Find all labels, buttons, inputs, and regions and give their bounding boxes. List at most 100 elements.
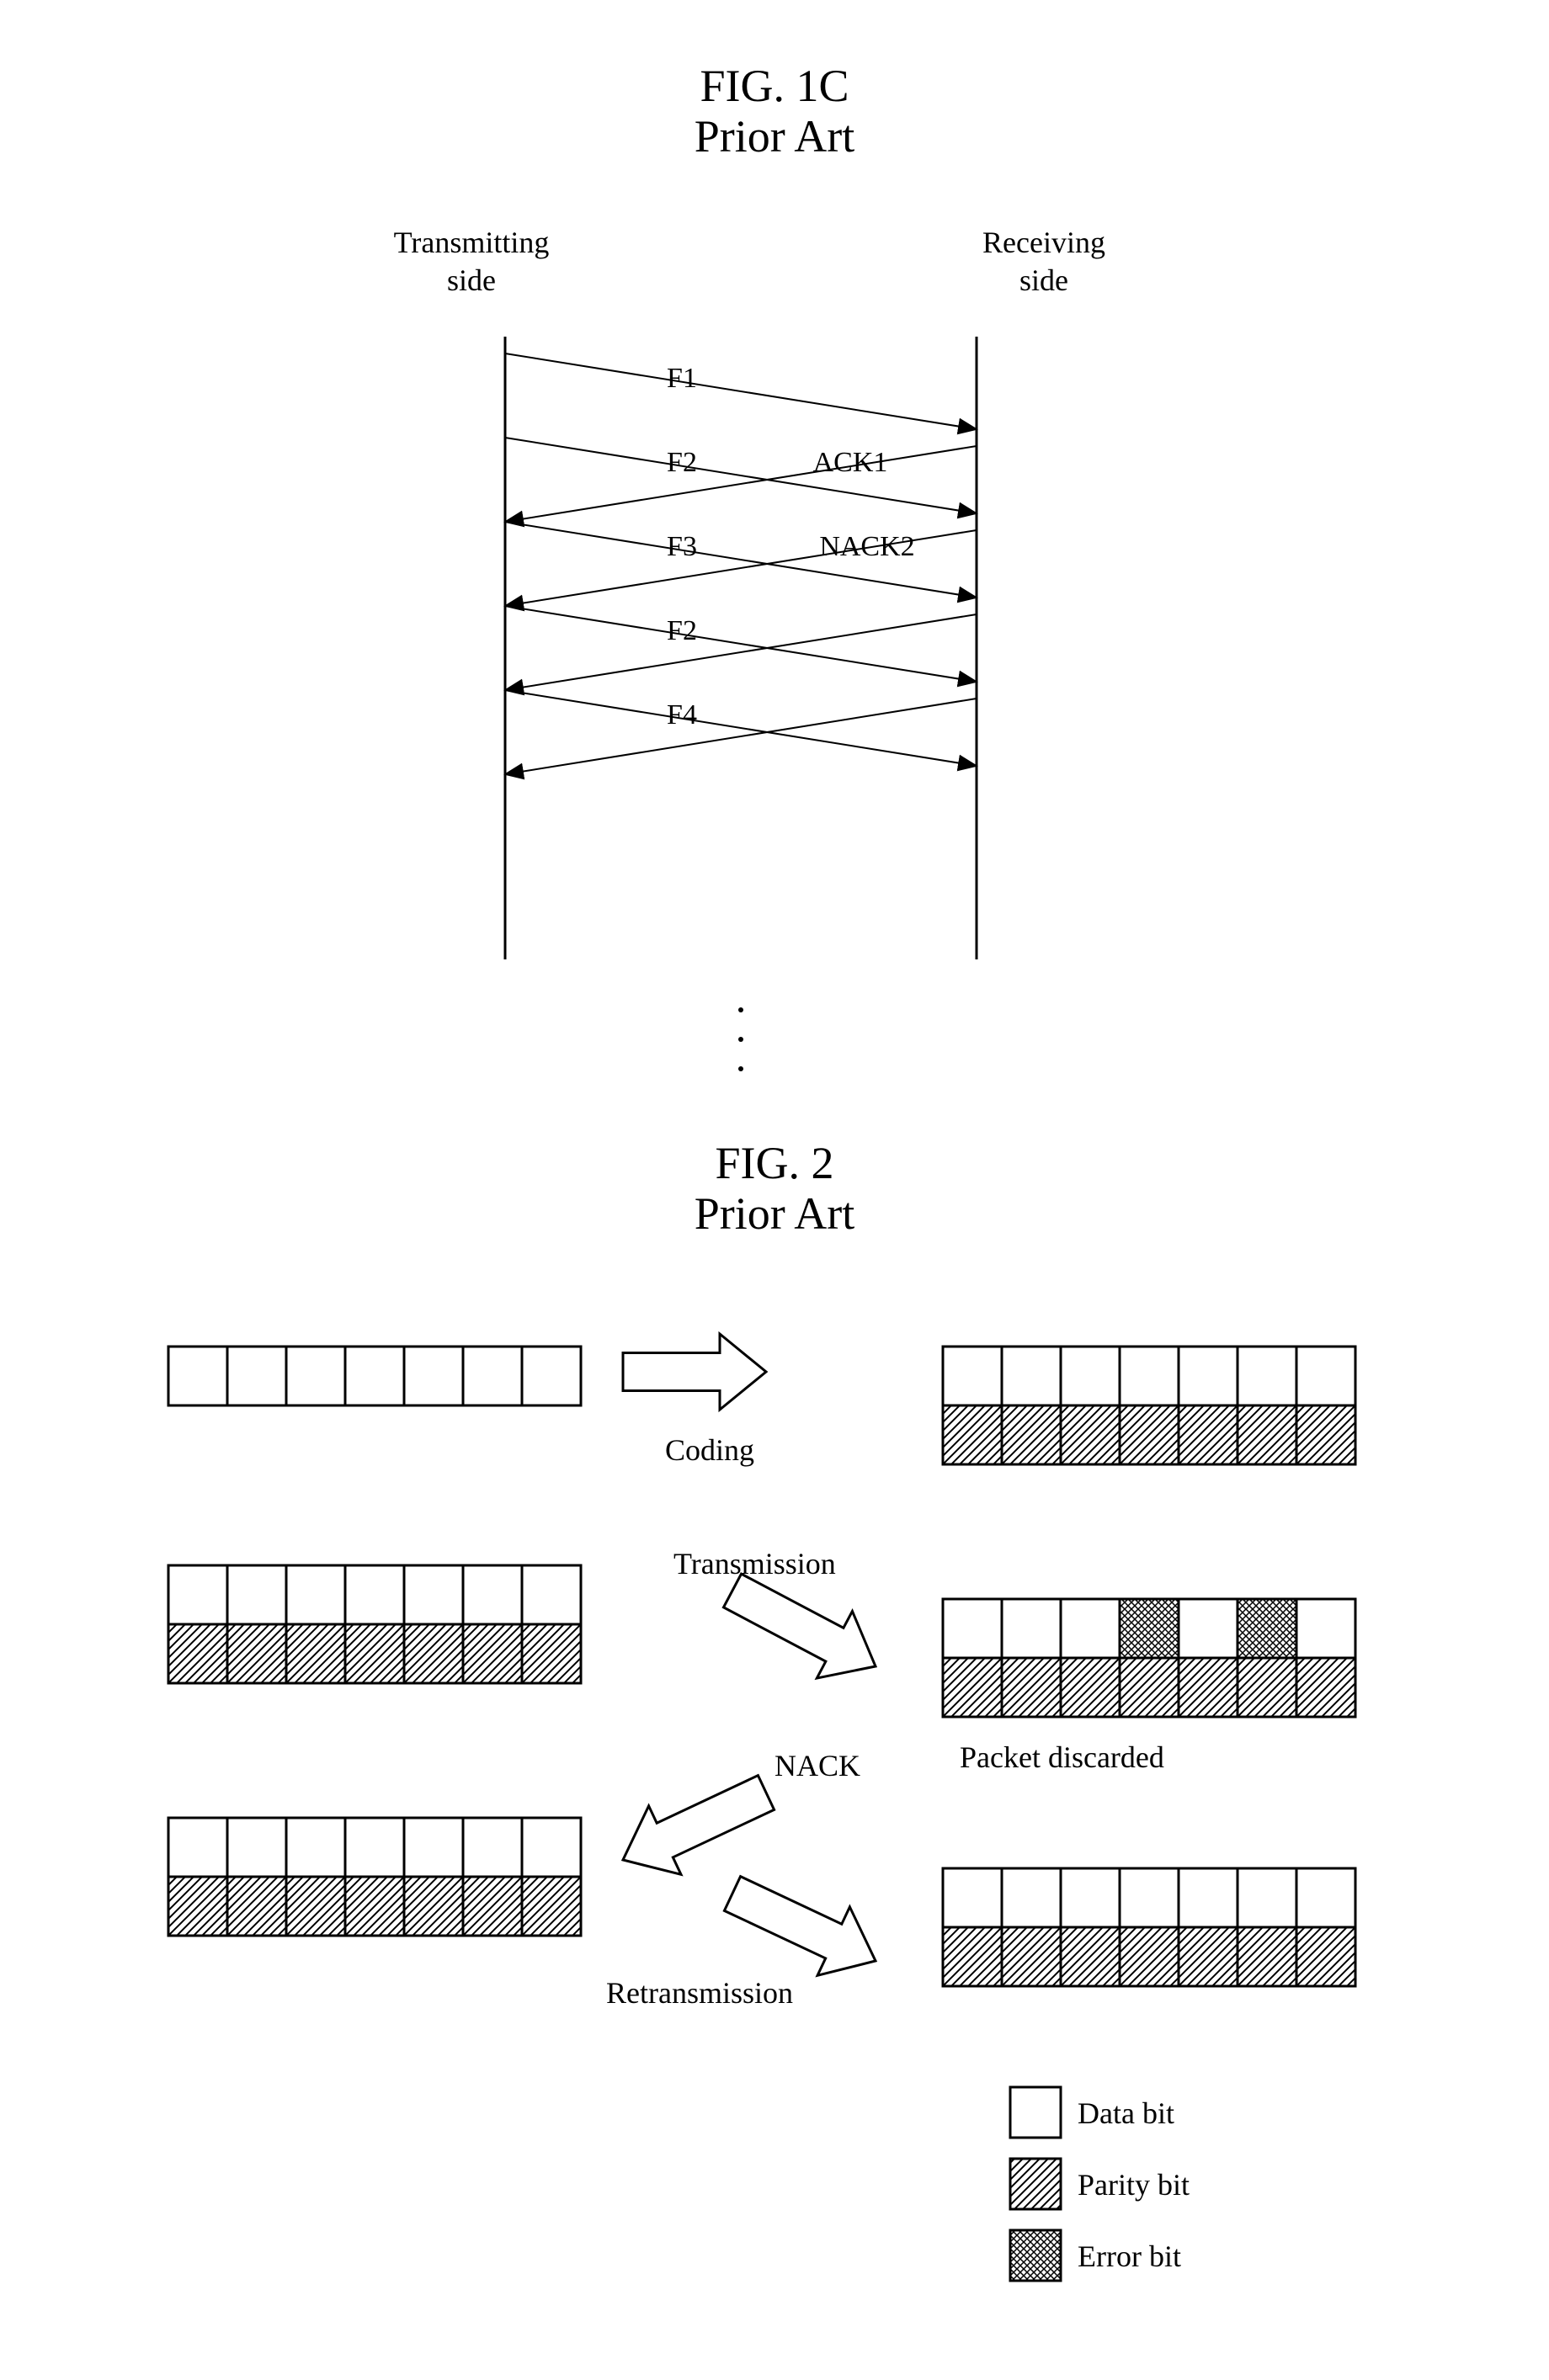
fig1c-title-line1: FIG. 1C — [700, 61, 849, 111]
parity-bit-cell — [1296, 1658, 1355, 1717]
data-bit-cell — [404, 1347, 463, 1405]
data-bit-cell — [1061, 1599, 1120, 1658]
data-bit-cell — [404, 1818, 463, 1877]
data-bit-cell — [522, 1818, 581, 1877]
parity-bit-cell — [286, 1624, 345, 1683]
data-bit-cell — [1179, 1599, 1238, 1658]
fig1c-message-arrow — [505, 690, 977, 766]
error-bit-cell — [1120, 1599, 1179, 1658]
parity-bit-cell — [1179, 1405, 1238, 1464]
parity-bit-cell — [1061, 1658, 1120, 1717]
parity-bit-cell — [1120, 1658, 1179, 1717]
data-bit-cell — [1061, 1868, 1120, 1927]
data-bit-cell — [1002, 1599, 1061, 1658]
fig-2: FIG. 2Prior ArtCodingTransmissionNACKRet… — [168, 1138, 1355, 2281]
process-arrow — [607, 1758, 782, 1894]
legend-swatch — [1010, 2230, 1061, 2281]
legend-label: Data bit — [1078, 2096, 1174, 2130]
fig1c-message-label: NACK2 — [819, 531, 914, 562]
parity-bit-cell — [168, 1877, 227, 1936]
parity-bit-cell — [1002, 1658, 1061, 1717]
process-label: NACK — [774, 1749, 860, 1782]
data-bit-cell — [345, 1347, 404, 1405]
data-bit-cell — [1061, 1347, 1120, 1405]
parity-bit-cell — [286, 1877, 345, 1936]
data-bit-cell — [1179, 1347, 1238, 1405]
data-bit-cell — [463, 1565, 522, 1624]
data-bit-cell — [286, 1565, 345, 1624]
packet — [943, 1347, 1355, 1464]
fig1c-ellipsis-dot — [738, 1066, 743, 1071]
process-label: Coding — [665, 1433, 754, 1467]
data-bit-cell — [943, 1868, 1002, 1927]
packet — [168, 1347, 581, 1405]
process-label: Transmission — [673, 1547, 836, 1580]
data-bit-cell — [168, 1565, 227, 1624]
fig1c-ellipsis-dot — [738, 1037, 743, 1042]
data-bit-cell — [1296, 1599, 1355, 1658]
packet — [943, 1599, 1355, 1717]
data-bit-cell — [1179, 1868, 1238, 1927]
parity-bit-cell — [168, 1624, 227, 1683]
parity-bit-cell — [522, 1624, 581, 1683]
parity-bit-cell — [1296, 1405, 1355, 1464]
fig2-title-line2: Prior Art — [695, 1188, 855, 1239]
data-bit-cell — [286, 1347, 345, 1405]
data-bit-cell — [227, 1347, 286, 1405]
parity-bit-cell — [1179, 1927, 1238, 1986]
parity-bit-cell — [463, 1877, 522, 1936]
data-bit-cell — [1002, 1347, 1061, 1405]
parity-bit-cell — [404, 1624, 463, 1683]
fig1c-message-arrow — [505, 699, 977, 774]
data-bit-cell — [943, 1599, 1002, 1658]
fig1c-ellipsis-dot — [738, 1007, 743, 1012]
parity-bit-cell — [943, 1927, 1002, 1986]
parity-bit-cell — [463, 1624, 522, 1683]
fig1c-message-label: F2 — [667, 615, 697, 646]
data-bit-cell — [522, 1565, 581, 1624]
parity-bit-cell — [1238, 1405, 1296, 1464]
parity-bit-cell — [227, 1877, 286, 1936]
parity-bit-cell — [404, 1877, 463, 1936]
data-bit-cell — [463, 1347, 522, 1405]
data-bit-cell — [404, 1565, 463, 1624]
parity-bit-cell — [1002, 1405, 1061, 1464]
legend-swatch — [1010, 2087, 1061, 2138]
diagram-canvas: FIG. 1C Prior Art Transmitting side Receivin… — [34, 34, 1515, 2346]
fig1c-rx-label-1: Receiving — [982, 226, 1105, 259]
process-label: Packet discarded — [960, 1740, 1164, 1774]
fig1c-rx-label-2: side — [1019, 263, 1068, 297]
packet — [168, 1818, 581, 1936]
fig1c-message-arrow — [505, 438, 977, 513]
fig1c-message-label: F2 — [667, 447, 697, 478]
parity-bit-cell — [345, 1624, 404, 1683]
data-bit-cell — [1120, 1868, 1179, 1927]
parity-bit-cell — [1238, 1658, 1296, 1717]
process-label: Retransmission — [606, 1976, 793, 2010]
data-bit-cell — [168, 1818, 227, 1877]
data-bit-cell — [1238, 1347, 1296, 1405]
parity-bit-cell — [227, 1624, 286, 1683]
data-bit-cell — [345, 1565, 404, 1624]
legend: Data bit Parity bit Error bit — [1010, 2087, 1190, 2281]
data-bit-cell — [227, 1818, 286, 1877]
process-arrow — [716, 1859, 892, 1995]
legend-label: Error bit — [1078, 2239, 1181, 2273]
data-bit-cell — [1002, 1868, 1061, 1927]
data-bit-cell — [1238, 1868, 1296, 1927]
fig1c-message-label: F1 — [667, 363, 697, 394]
parity-bit-cell — [1120, 1405, 1179, 1464]
data-bit-cell — [1296, 1347, 1355, 1405]
legend-label: Parity bit — [1078, 2168, 1190, 2202]
data-bit-cell — [227, 1565, 286, 1624]
parity-bit-cell — [1296, 1927, 1355, 1986]
fig1c-tx-label-1: Transmitting — [394, 226, 550, 259]
data-bit-cell — [522, 1347, 581, 1405]
data-bit-cell — [943, 1347, 1002, 1405]
parity-bit-cell — [1002, 1927, 1061, 1986]
fig1c-tx-label-2: side — [447, 263, 496, 297]
fig1c-message-arrow — [505, 446, 977, 522]
parity-bit-cell — [1120, 1927, 1179, 1986]
parity-bit-cell — [1061, 1405, 1120, 1464]
packet — [168, 1565, 581, 1683]
